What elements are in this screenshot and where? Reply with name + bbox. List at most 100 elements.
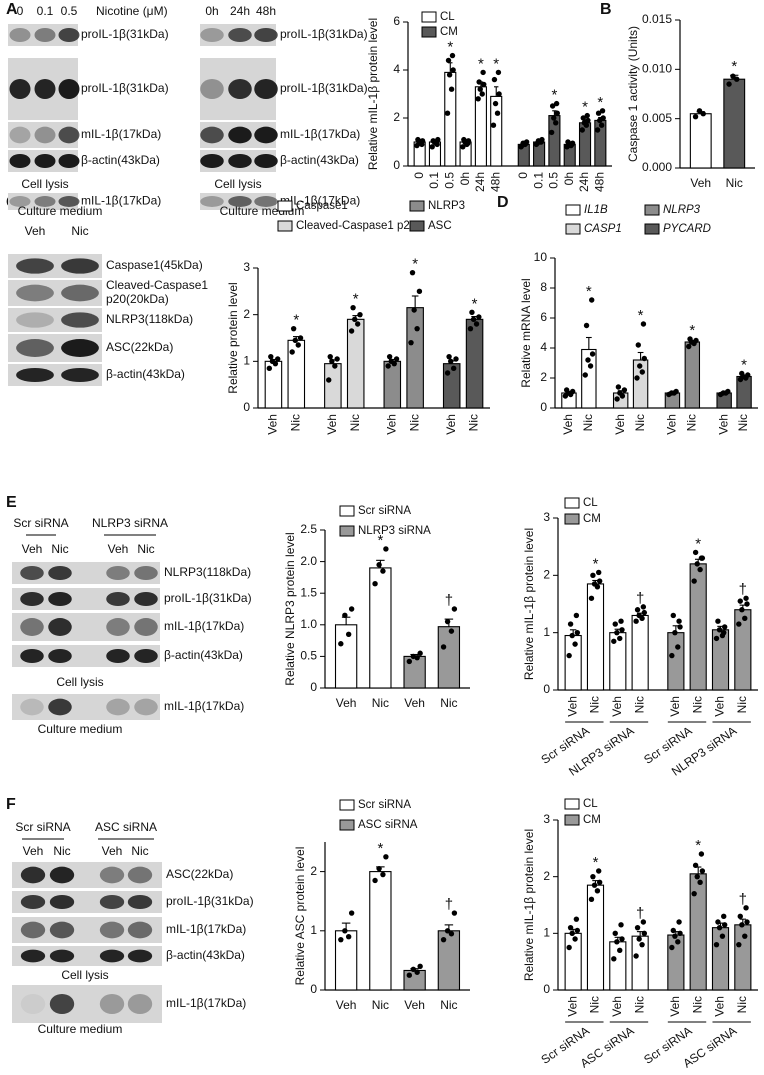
row-label: β-actin(43kDa): [106, 367, 185, 381]
group-label: ASC siRNA: [95, 820, 157, 834]
data-point: [385, 363, 391, 369]
x-tick-label: 0: [516, 172, 530, 179]
x-tick-label: Veh: [610, 996, 624, 1017]
blot-band: [20, 866, 46, 884]
bar: [631, 614, 649, 691]
data-point: [380, 568, 386, 574]
x-tick-label: Nic: [467, 414, 481, 431]
data-point: [410, 653, 417, 660]
row-label: proIL-1β(31kDa): [164, 591, 252, 605]
blot-band: [48, 565, 72, 581]
row-label: ASC(22kDa): [166, 867, 233, 881]
significance-mark: *: [551, 87, 557, 104]
data-point: [566, 944, 572, 951]
data-point: [372, 581, 378, 587]
data-point: [619, 627, 625, 633]
blot-band: [9, 126, 31, 144]
x-tick-label: Nic: [684, 414, 698, 431]
data-point: [589, 297, 595, 303]
blot-band: [20, 648, 44, 664]
legend-label: CL: [440, 11, 455, 23]
blot-band: [34, 126, 56, 144]
data-point: [739, 370, 745, 377]
data-point: [495, 69, 502, 76]
section-label: Cell lysis: [61, 968, 108, 982]
data-point: [445, 57, 452, 64]
lane-label: 24h: [230, 4, 250, 18]
x-tick-label: Nic: [588, 696, 602, 713]
data-point: [448, 931, 455, 937]
data-point: [574, 927, 581, 934]
data-point: [737, 598, 743, 604]
data-point: [669, 652, 675, 659]
lane-label: 48h: [256, 4, 276, 18]
data-point: [692, 862, 699, 869]
data-point: [640, 919, 647, 925]
significance-mark: *: [731, 58, 737, 75]
data-point: [414, 969, 420, 975]
blot-band: [20, 949, 46, 963]
data-point: [477, 86, 483, 92]
x-tick-label: Veh: [266, 414, 280, 435]
data-point: [721, 624, 728, 630]
data-point: [554, 110, 560, 116]
row-label: β-actin(43kDa): [280, 153, 359, 167]
panel-label: D: [497, 194, 509, 211]
data-point: [614, 396, 620, 402]
legend-swatch: [339, 819, 355, 831]
blot-band: [99, 894, 125, 910]
data-point: [692, 549, 699, 556]
y-tick-label: 1.5: [300, 585, 317, 599]
y-tick-label: 0: [543, 682, 550, 696]
data-point: [591, 581, 598, 587]
data-point: [569, 632, 575, 639]
x-tick-label: Veh: [444, 414, 458, 435]
data-point: [481, 81, 487, 88]
blot-band: [228, 153, 252, 169]
data-point: [582, 372, 588, 378]
y-axis-label: Relative ASC protein level: [293, 847, 307, 986]
data-point: [569, 930, 575, 937]
data-point: [563, 387, 570, 393]
data-point: [444, 110, 451, 116]
blot-band: [20, 994, 46, 1014]
data-point: [743, 905, 749, 911]
x-tick-label: Nic: [735, 996, 749, 1013]
row-label: mIL-1β(17kDa): [164, 699, 244, 713]
significance-mark: *: [493, 55, 499, 72]
group-label: Scr siRNA: [15, 820, 70, 834]
data-point: [730, 73, 736, 79]
significance-mark: *: [293, 312, 299, 329]
data-point: [595, 110, 602, 116]
significance-mark: *: [695, 535, 701, 552]
data-point: [617, 635, 623, 642]
data-point: [598, 122, 605, 128]
data-point: [672, 629, 678, 636]
legend-label: CASP1: [584, 223, 622, 235]
row-label: Caspase1(45kDa): [106, 258, 203, 272]
data-point: [440, 644, 447, 650]
data-point: [633, 618, 639, 624]
data-point: [376, 562, 382, 568]
x-tick-label: Veh: [404, 998, 425, 1012]
blot-band: [61, 284, 99, 302]
data-point: [614, 939, 620, 945]
data-point: [611, 956, 617, 962]
x-tick-label: 48h: [488, 172, 502, 192]
legend-swatch: [565, 223, 581, 235]
data-point: [380, 871, 386, 878]
data-point: [743, 595, 749, 601]
y-tick-label: 2: [310, 864, 317, 878]
x-tick-label: Veh: [690, 176, 711, 190]
data-point: [745, 372, 751, 378]
footer-label: Culture medium: [18, 204, 103, 218]
blot-strip: [12, 562, 160, 584]
data-point: [700, 111, 706, 117]
blot-strip: [8, 24, 78, 46]
x-tick-label: Veh: [561, 414, 575, 435]
bar: [403, 969, 426, 991]
data-point: [409, 269, 416, 276]
significance-mark: *: [478, 55, 484, 72]
data-point: [446, 353, 452, 360]
data-point: [419, 141, 425, 148]
